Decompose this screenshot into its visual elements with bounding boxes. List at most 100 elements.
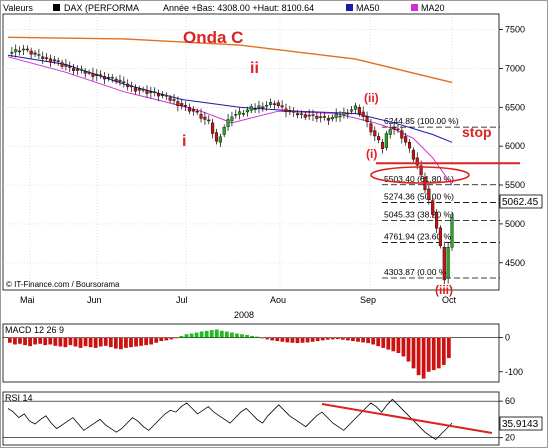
candle-body	[377, 136, 381, 141]
candle-body	[438, 227, 442, 247]
candle-body	[257, 105, 261, 109]
macd-bar	[194, 332, 199, 338]
candle-body	[311, 114, 315, 116]
macd-bar	[315, 337, 320, 342]
valeurs-label: Valeurs	[3, 3, 33, 13]
macd-bar	[48, 337, 53, 345]
macd-bar	[139, 337, 143, 346]
rsi-trend-line	[321, 403, 493, 434]
candle-body	[307, 114, 311, 117]
candle-body	[365, 116, 369, 122]
candle-body	[129, 85, 134, 88]
candle-body	[14, 49, 18, 53]
ma20-line	[7, 56, 453, 186]
instrument-label: DAX (PERFORMA	[64, 3, 139, 13]
macd-bar	[224, 331, 229, 338]
candle-body	[41, 56, 45, 59]
price-y-tick-label: 4500	[505, 258, 525, 268]
candle-body	[435, 212, 439, 229]
month-labels: Mai Jun Jul Aou Sep Oct	[20, 295, 457, 305]
price-x-grid	[29, 14, 453, 290]
macd-bar	[330, 337, 335, 340]
fib-level-label: 5045.33 (38.20 %)	[384, 209, 454, 219]
candle-body	[450, 217, 454, 248]
candle-body	[122, 81, 126, 83]
macd-bar	[260, 337, 265, 339]
fib-level-label: 4303.87 (0.00 %)	[384, 267, 449, 277]
candle-body	[184, 105, 188, 107]
candle-body	[230, 116, 234, 122]
candle-body	[323, 116, 327, 118]
macd-bar	[169, 337, 174, 340]
candle-body	[265, 104, 269, 107]
macd-bar	[295, 337, 300, 344]
macd-bar	[300, 337, 305, 343]
candle-body	[373, 130, 377, 137]
macd-bar	[103, 337, 108, 346]
rsi-value-text: 35.9143	[502, 419, 539, 430]
current-price-badge	[499, 194, 543, 209]
candle-body	[56, 60, 60, 62]
candle-body	[296, 113, 300, 116]
candle-body	[272, 103, 276, 105]
ma50-line	[7, 54, 453, 143]
candle-body	[268, 102, 273, 105]
fib-level-label: 5503.40 (61.80 %)	[384, 174, 454, 184]
candle-body	[79, 68, 83, 71]
price-y-axis: 4500 5000 5500 6000 6500 7000 7500	[499, 25, 525, 268]
candle-body	[380, 142, 385, 149]
candle-body	[114, 78, 118, 82]
macd-bar	[436, 337, 441, 369]
candle-body	[226, 119, 230, 127]
price-y-tick-label: 6500	[505, 102, 525, 112]
candle-body	[369, 123, 373, 133]
candle-body	[99, 74, 103, 76]
macd-bar	[204, 330, 209, 338]
rsi-line	[7, 398, 453, 441]
macd-bar	[356, 337, 360, 342]
macd-bar	[240, 334, 244, 338]
candle-body	[145, 90, 149, 94]
price-y-tick-label: 5500	[505, 180, 525, 190]
macd-bar	[23, 337, 27, 346]
onda-c-label: Onda C	[183, 28, 243, 47]
candle-body	[338, 115, 342, 118]
macd-bar	[98, 337, 103, 347]
fib-level-label: 6244.85 (100.00 %)	[384, 116, 459, 126]
candle-body	[141, 89, 145, 91]
price-panel	[2, 13, 500, 291]
credit-text: © IT-Finance.com / Boursorama	[6, 280, 120, 289]
rsi-y-tick-label: 60	[505, 396, 515, 406]
macd-bar	[265, 337, 270, 340]
instrument-swatch	[53, 4, 60, 11]
candle-body	[245, 109, 249, 113]
macd-bar	[305, 337, 310, 343]
candle-body	[334, 113, 338, 118]
price-y-tick-label: 6000	[505, 141, 525, 151]
macd-bar	[235, 333, 239, 338]
month-label: Oct	[442, 295, 457, 305]
candle-body	[384, 133, 388, 148]
candle-body	[172, 99, 176, 101]
macd-bar	[174, 337, 179, 339]
candle-body	[191, 109, 195, 112]
candle-body	[133, 87, 137, 92]
candle-body	[446, 247, 450, 279]
macd-bar	[219, 330, 224, 338]
macd-bar	[386, 337, 391, 350]
fib-level-label: 4761.94 (23.60 %)	[384, 231, 454, 241]
macd-bar	[290, 337, 295, 343]
macd-bar	[28, 337, 32, 347]
macd-title: MACD 12 26 9	[5, 325, 64, 335]
candle-body	[357, 107, 361, 115]
macd-bar	[275, 337, 280, 342]
macd-bar	[113, 337, 118, 349]
candle-body	[10, 52, 14, 54]
wave-ii-label: ii	[250, 60, 259, 77]
macd-bar	[391, 337, 396, 352]
candle-body	[319, 116, 323, 118]
ma20-label: MA20	[421, 3, 445, 13]
macd-bar	[245, 334, 249, 338]
macd-bar	[38, 337, 43, 344]
